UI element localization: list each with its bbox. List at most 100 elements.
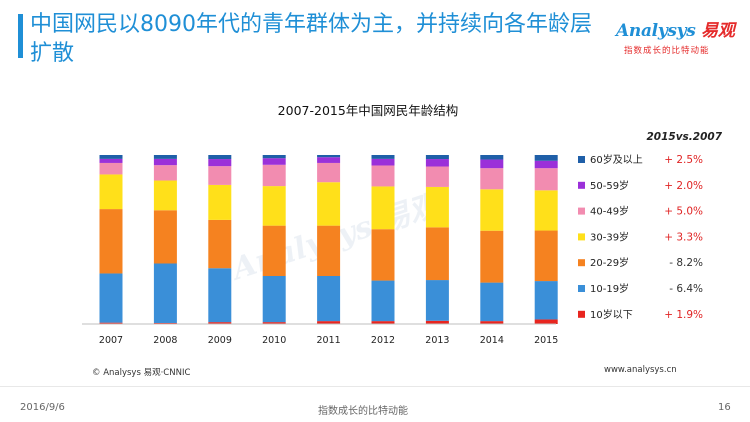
footer-divider bbox=[0, 386, 750, 387]
bar-segment-2013-s4 bbox=[425, 166, 449, 187]
logo-name-latin: Analysys bbox=[616, 21, 696, 41]
bar-segment-2010-s5 bbox=[262, 158, 286, 165]
bar-segment-2014-s6 bbox=[480, 155, 504, 160]
legend-swatch bbox=[578, 233, 585, 241]
bar-segment-2008-s0 bbox=[153, 322, 177, 324]
bar-segment-2007-s2 bbox=[99, 209, 123, 274]
bar-segment-2007-s0 bbox=[99, 322, 123, 324]
legend-swatch bbox=[578, 156, 585, 163]
legend-label: 30-39岁 bbox=[590, 230, 629, 243]
bar-segment-2010-s2 bbox=[262, 225, 286, 277]
bar-segment-2008-s2 bbox=[153, 210, 177, 264]
comparison-header: 2015vs.2007 bbox=[646, 131, 722, 143]
bar-segment-2011-s0 bbox=[317, 321, 341, 324]
bar-segment-2007-s3 bbox=[99, 174, 123, 210]
x-tick-label: 2012 bbox=[371, 335, 395, 346]
bar-segment-2013-s5 bbox=[425, 159, 449, 167]
legend-delta-value: + 2.5% bbox=[664, 154, 703, 166]
bar-segment-2014-s1 bbox=[480, 282, 504, 322]
bar-segment-2010-s0 bbox=[262, 322, 286, 324]
legend-delta-value: - 8.2% bbox=[669, 257, 703, 269]
legend-delta-value: + 1.9% bbox=[664, 309, 703, 321]
legend-label: 10-19岁 bbox=[590, 282, 629, 295]
bar-segment-2011-s6 bbox=[317, 155, 341, 158]
bar-segment-2012-s5 bbox=[371, 158, 395, 166]
legend-swatch bbox=[578, 285, 585, 292]
x-tick-label: 2011 bbox=[317, 335, 341, 346]
bar-segment-2009-s1 bbox=[208, 268, 232, 323]
bar-segment-2012-s0 bbox=[371, 321, 395, 324]
bar-segment-2014-s3 bbox=[480, 189, 504, 231]
legend-delta-value: + 5.0% bbox=[664, 206, 703, 218]
bar-segment-2012-s1 bbox=[371, 280, 395, 322]
legend-label: 40-49岁 bbox=[590, 205, 629, 218]
bar-segment-2007-s4 bbox=[99, 162, 123, 175]
bar-segment-2009-s3 bbox=[208, 184, 232, 220]
legend-label: 10岁以下 bbox=[590, 308, 633, 321]
legend: 60岁及以上 + 2.5% 50-59岁 + 2.0% 40-49岁 + 5.0% 30-3… bbox=[578, 153, 703, 321]
logo-name-chinese: 易观 bbox=[701, 21, 735, 41]
x-tick-labels: 2007 2008 2009 2010 2011 2012 2013 2014 2015 bbox=[99, 335, 558, 346]
data-source: © Analysys 易观·CNNIC bbox=[92, 368, 191, 378]
x-tick-label: 2008 bbox=[153, 335, 177, 346]
x-tick-label: 2015 bbox=[534, 335, 558, 346]
bar-segment-2012-s4 bbox=[371, 165, 395, 187]
title-accent-bar bbox=[18, 14, 23, 58]
bar-segment-2011-s5 bbox=[317, 157, 341, 163]
x-tick-label: 2009 bbox=[208, 335, 232, 346]
x-tick-label: 2013 bbox=[425, 335, 449, 346]
bar-segment-2012-s2 bbox=[371, 229, 395, 281]
bar-segment-2007-s5 bbox=[99, 158, 123, 163]
legend-delta-value: + 2.0% bbox=[664, 180, 703, 192]
bar-segment-2011-s1 bbox=[317, 276, 341, 322]
bar-segment-2009-s5 bbox=[208, 159, 232, 167]
bar-segment-2008-s3 bbox=[153, 180, 177, 211]
bar-segment-2013-s2 bbox=[425, 227, 449, 281]
bar-segment-2007-s1 bbox=[99, 273, 123, 323]
legend-swatch bbox=[578, 207, 585, 215]
logo-wordmark: Analysys 易观 bbox=[616, 16, 742, 41]
bar-segment-2008-s5 bbox=[153, 158, 177, 166]
page-headline: 中国网民以8090年代的青年群体为主，并持续向各年龄层扩散 bbox=[30, 12, 592, 66]
bar-segment-2008-s6 bbox=[153, 155, 177, 159]
bar-segment-2008-s1 bbox=[153, 263, 177, 323]
website-url[interactable]: www.analysys.cn bbox=[604, 365, 677, 375]
x-tick-label: 2007 bbox=[99, 335, 123, 346]
bar-segment-2015-s2 bbox=[534, 230, 558, 282]
legend-swatch bbox=[578, 310, 585, 318]
page-number: 16 bbox=[718, 402, 731, 413]
bar-segment-2008-s4 bbox=[153, 165, 177, 181]
bar-segment-2011-s2 bbox=[317, 225, 341, 277]
bar-segment-2015-s4 bbox=[534, 168, 558, 191]
bar-segment-2010-s6 bbox=[262, 155, 286, 159]
bar-segment-2007-s6 bbox=[99, 155, 123, 159]
bar-segment-2014-s2 bbox=[480, 230, 504, 283]
legend-delta-value: + 3.3% bbox=[664, 231, 703, 243]
bar-segment-2013-s0 bbox=[425, 320, 449, 324]
bar-segment-2009-s0 bbox=[208, 322, 232, 324]
legend-swatch bbox=[578, 181, 585, 189]
bar-segment-2011-s4 bbox=[317, 162, 341, 183]
x-tick-label: 2010 bbox=[262, 335, 286, 346]
bar-segment-2009-s4 bbox=[208, 166, 232, 185]
legend-delta-value: - 6.4% bbox=[669, 283, 703, 295]
bar-segment-2011-s3 bbox=[317, 182, 341, 226]
footer-slogan: 指数成长的比特动能 bbox=[318, 406, 408, 417]
bar-segment-2012-s6 bbox=[371, 155, 395, 159]
x-tick-label: 2014 bbox=[480, 335, 504, 346]
bar-segment-2015-s5 bbox=[534, 160, 558, 169]
bar-series-group bbox=[99, 155, 558, 324]
bar-segment-2010-s4 bbox=[262, 164, 286, 187]
bar-segment-2015-s1 bbox=[534, 281, 558, 320]
bar-segment-2010-s1 bbox=[262, 276, 286, 323]
bar-segment-2012-s3 bbox=[371, 186, 395, 230]
legend-label: 60岁及以上 bbox=[590, 153, 643, 166]
bar-segment-2015-s3 bbox=[534, 190, 558, 231]
bar-segment-2015-s0 bbox=[534, 319, 558, 324]
bar-segment-2009-s2 bbox=[208, 219, 232, 269]
legend-swatch bbox=[578, 259, 585, 267]
bar-segment-2014-s5 bbox=[480, 159, 504, 169]
bar-segment-2014-s4 bbox=[480, 168, 504, 190]
bar-segment-2013-s1 bbox=[425, 280, 449, 321]
